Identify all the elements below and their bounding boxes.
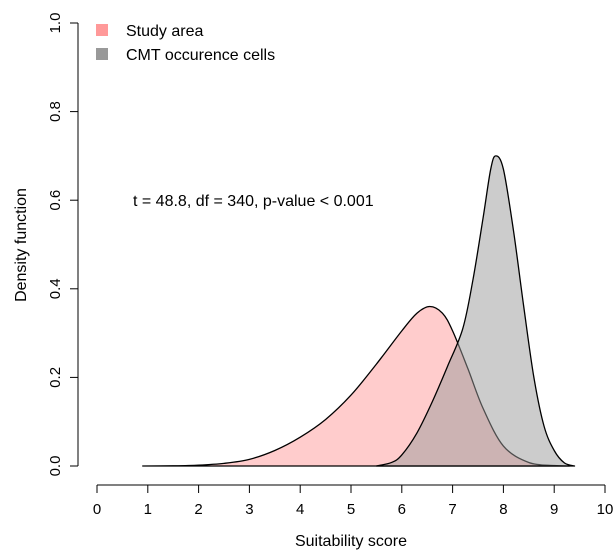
x-axis-title: Suitability score bbox=[295, 533, 407, 550]
x-tick-label: 1 bbox=[144, 501, 152, 518]
x-tick-label: 0 bbox=[93, 501, 101, 518]
legend-swatch bbox=[96, 24, 108, 36]
legend-swatch bbox=[96, 48, 108, 60]
x-tick-label: 6 bbox=[398, 501, 406, 518]
t-test-annotation: t = 48.8, df = 340, p-value < 0.001 bbox=[133, 193, 374, 210]
legend-label: CMT occurence cells bbox=[126, 47, 275, 64]
y-tick-label: 0.0 bbox=[47, 456, 64, 477]
y-tick-label: 1.0 bbox=[47, 13, 64, 34]
x-tick-label: 2 bbox=[194, 501, 202, 518]
density-area-series-2 bbox=[375, 155, 576, 467]
x-tick-label: 10 bbox=[597, 501, 614, 518]
x-tick-label: 7 bbox=[448, 501, 456, 518]
legend: Study area CMT occurence cells bbox=[96, 23, 275, 64]
x-tick-label: 4 bbox=[296, 501, 304, 518]
legend-label: Study area bbox=[126, 23, 203, 40]
x-tick-label: 3 bbox=[245, 501, 253, 518]
density-areas bbox=[142, 155, 576, 467]
y-tick-label: 0.6 bbox=[47, 190, 64, 211]
y-axis-title: Density function bbox=[13, 188, 30, 302]
x-tick-label: 8 bbox=[499, 501, 507, 518]
x-tick-label: 5 bbox=[347, 501, 355, 518]
y-tick-label: 0.2 bbox=[47, 367, 64, 388]
y-tick-label: 0.8 bbox=[47, 101, 64, 122]
axes: 0 1 2 3 4 5 6 7 8 9 10 0.0 0.2 0.4 0.6 0.8 1.0 bbox=[47, 13, 613, 518]
y-tick-label: 0.4 bbox=[47, 278, 64, 299]
x-tick-label: 9 bbox=[550, 501, 558, 518]
